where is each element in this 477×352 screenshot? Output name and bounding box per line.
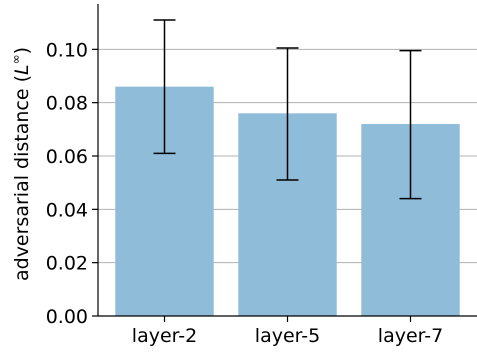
- y-tick-label: 0.06: [46, 146, 88, 168]
- x-tick-label: layer-5: [255, 325, 320, 347]
- y-axis-title-superscript: ∞: [9, 54, 23, 64]
- y-axis-title: adversarial distance (L∞): [9, 47, 33, 281]
- error-bar-layer-2: [153, 19, 176, 155]
- y-tick-label: 0.00: [46, 306, 88, 328]
- y-axis-title-close: ): [11, 47, 33, 54]
- bars: [115, 86, 460, 317]
- y-tick-label: 0.08: [46, 93, 88, 115]
- error-bar-layer-7: [399, 49, 422, 200]
- x-ticks: layer-2 layer-5 layer-7: [132, 316, 443, 347]
- y-ticks: 0.00 0.02 0.04 0.06 0.08 0.10: [46, 39, 98, 328]
- error-bar-layer-5: [276, 47, 299, 181]
- y-tick-label: 0.04: [46, 199, 88, 221]
- error-bars: [153, 19, 422, 200]
- x-tick-label: layer-2: [132, 325, 197, 347]
- y-axis-title-symbol: L: [11, 64, 33, 75]
- y-tick-label: 0.10: [46, 39, 88, 61]
- x-tick-label: layer-7: [378, 325, 443, 347]
- y-tick-label: 0.02: [46, 253, 88, 275]
- y-axis-title-main: adversarial distance (: [11, 75, 33, 281]
